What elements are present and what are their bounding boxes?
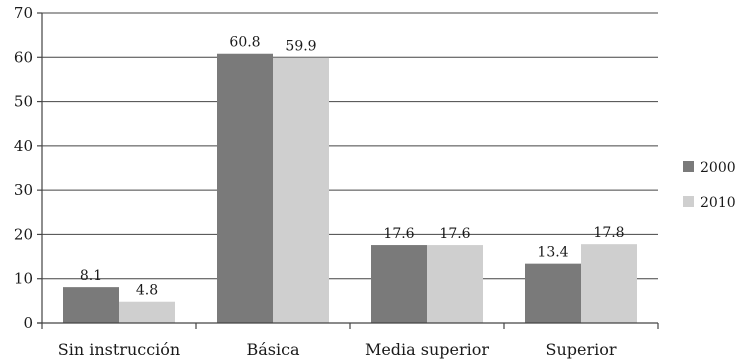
x-axis: Sin instrucción Básica Media superior Super… [37, 13, 659, 359]
bar-2000-3 [525, 263, 581, 323]
bar-2000-2 [371, 245, 427, 323]
x-tick-label-2: Media superior [365, 340, 489, 359]
y-tick-label-0: 0 [23, 314, 33, 332]
bar-2010-2 [427, 245, 483, 323]
legend-label-2010: 2010 [700, 195, 736, 211]
data-labels: 8.1 4.8 60.8 59.9 17.6 17.6 13.4 17.8 [80, 35, 625, 299]
y-tick-label-20: 20 [14, 225, 33, 243]
bar-2010-0 [119, 301, 175, 323]
legend-swatch-2000 [683, 161, 694, 172]
bar-2010-1 [273, 57, 329, 323]
bar-2000-0 [63, 287, 119, 323]
data-label-2000-2: 17.6 [383, 226, 414, 242]
y-tick-label-40: 40 [14, 137, 33, 155]
y-tick-label-50: 50 [14, 93, 33, 111]
legend-swatch-2010 [683, 196, 694, 207]
bar-2000-1 [217, 53, 273, 323]
data-label-2010-2: 17.6 [439, 226, 470, 242]
y-axis-ticks: 0 10 20 30 40 50 60 70 [14, 4, 42, 332]
y-tick-label-10: 10 [14, 270, 33, 288]
bar-2010-3 [581, 244, 637, 323]
legend: 2000 2010 [683, 160, 736, 211]
x-tick-label-0: Sin instrucción [58, 340, 180, 359]
data-label-2000-0: 8.1 [80, 268, 102, 284]
gridlines [42, 12, 658, 280]
data-label-2000-1: 60.8 [229, 35, 260, 51]
data-label-2010-0: 4.8 [136, 283, 158, 299]
y-tick-label-70: 70 [14, 4, 33, 22]
x-tick-label-1: Básica [246, 340, 300, 359]
data-label-2000-3: 13.4 [537, 245, 568, 261]
y-tick-label-30: 30 [14, 181, 33, 199]
legend-label-2000: 2000 [700, 160, 736, 176]
x-tick-label-3: Superior [545, 340, 616, 359]
y-tick-label-60: 60 [14, 48, 33, 66]
data-label-2010-3: 17.8 [593, 225, 624, 241]
data-label-2010-1: 59.9 [285, 39, 316, 55]
bars [63, 53, 637, 323]
